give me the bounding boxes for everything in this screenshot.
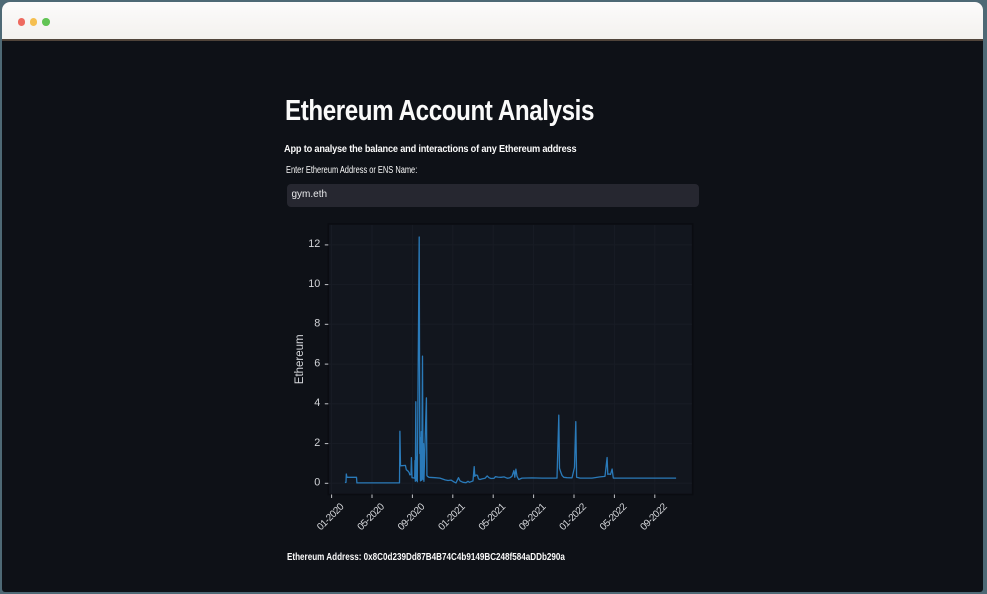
svg-text:05-2022: 05-2022 — [598, 501, 630, 533]
svg-text:4: 4 — [314, 397, 320, 409]
svg-text:2: 2 — [314, 437, 320, 449]
svg-text:05-2021: 05-2021 — [477, 501, 509, 533]
svg-text:Ethereum: Ethereum — [294, 334, 306, 384]
svg-text:10: 10 — [308, 278, 320, 290]
svg-text:12: 12 — [308, 238, 320, 250]
svg-text:0: 0 — [314, 477, 320, 489]
svg-text:01-2021: 01-2021 — [436, 501, 468, 533]
svg-text:8: 8 — [314, 318, 320, 330]
svg-text:05-2020: 05-2020 — [356, 501, 388, 533]
svg-text:09-2020: 09-2020 — [396, 501, 428, 533]
svg-text:01-2022: 01-2022 — [558, 501, 590, 533]
svg-text:09-2022: 09-2022 — [638, 501, 670, 533]
svg-text:01-2020: 01-2020 — [315, 501, 347, 533]
svg-text:09-2021: 09-2021 — [517, 501, 549, 533]
svg-text:6: 6 — [314, 357, 320, 369]
